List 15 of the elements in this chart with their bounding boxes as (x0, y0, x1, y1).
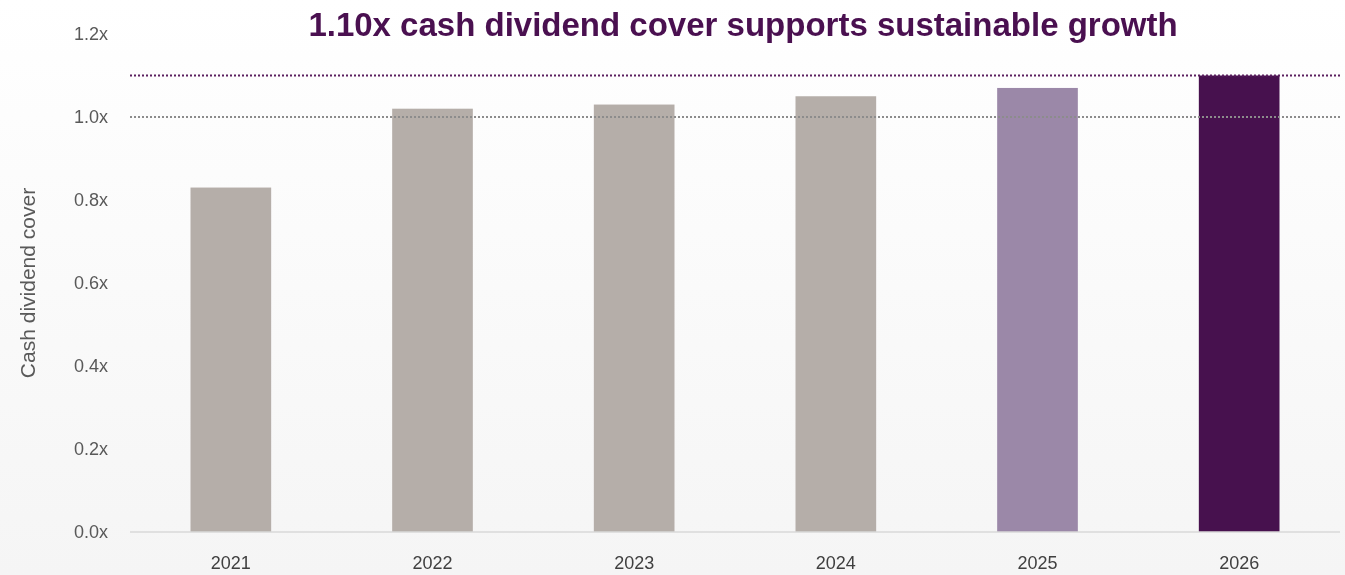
chart-title: 1.10x cash dividend cover supports sustainable growth (308, 6, 1178, 43)
y-tick-label: 0.4x (73, 356, 108, 377)
x-tick-label: 2024 (815, 553, 856, 573)
x-tick-label: 2026 (1219, 553, 1260, 573)
y-tick-label: 0.8x (73, 190, 108, 211)
y-tick-label: 0.6x (73, 273, 108, 294)
y-tick-label: 1.2x (73, 24, 108, 45)
y-tick-label: 1.0x (73, 107, 108, 128)
y-axis-title: Cash dividend cover (16, 187, 39, 379)
y-tick-label: 0.0x (73, 522, 108, 543)
x-tick-label: 2022 (412, 553, 453, 573)
x-tick-label: 2021 (210, 553, 251, 573)
x-tick-label: 2023 (614, 553, 655, 573)
y-tick-label: 0.2x (73, 439, 108, 460)
x-tick-label: 2025 (1017, 553, 1058, 573)
